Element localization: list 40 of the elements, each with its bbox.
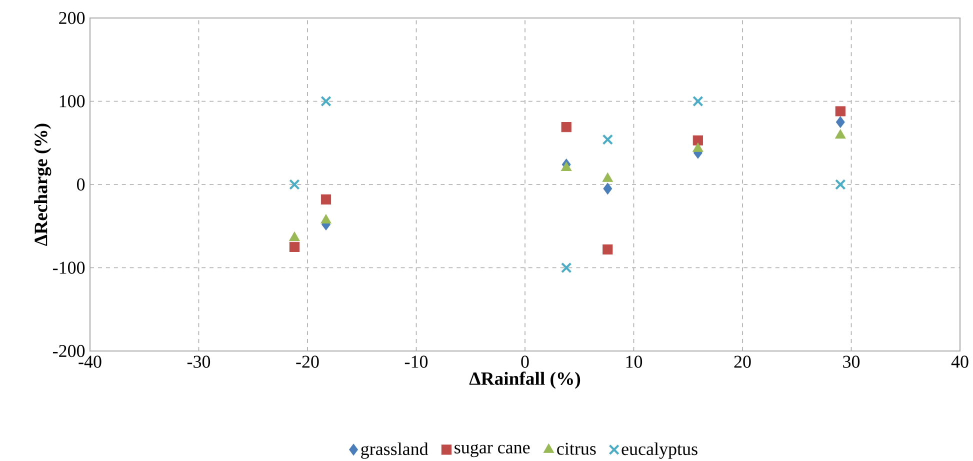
point [692,142,704,152]
point [320,194,332,205]
y-tick-label: 200 [59,12,85,24]
y-axis-title: ΔRecharge (%) [34,124,52,246]
point [692,135,703,146]
x-tick-label: 0 [521,356,529,368]
point [835,179,846,190]
x-tick-label: 40 [951,356,968,368]
x-tick-label: -30 [187,356,210,368]
y-tick-label: 0 [76,178,85,191]
x-axis-title: ΔRainfall (%) [469,372,580,389]
point [289,232,300,241]
point [289,179,300,190]
point [289,242,300,252]
x-tick-label: 30 [843,356,860,368]
x-tick-label: -40 [78,356,102,368]
point [835,106,846,116]
point [602,244,613,254]
legend-label: grassland [361,442,428,459]
legend-label: eucalyptus [622,442,698,459]
point [836,116,845,128]
point [560,262,572,274]
point [320,96,332,107]
point [603,182,612,195]
y-tick-label: -200 [52,344,85,358]
legend-label: citrus [557,442,596,455]
point [602,172,613,182]
point [561,162,572,172]
y-tick-label: 100 [60,95,85,108]
legend-label: sugar cane [454,444,530,458]
point [561,122,572,132]
point [320,214,332,224]
x-tick-label: -20 [296,356,319,368]
point [835,129,846,139]
point [602,134,614,145]
y-tick-label: -100 [52,262,85,274]
x-tick-label: 10 [626,356,642,368]
x-tick-label: -10 [404,356,428,368]
point [692,96,704,107]
x-tick-label: 20 [734,356,751,368]
